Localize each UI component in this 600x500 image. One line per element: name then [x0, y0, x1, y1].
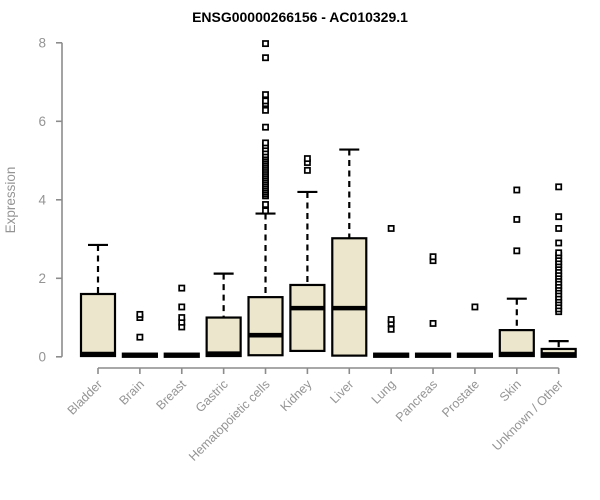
x-tick-label: Brain	[116, 377, 147, 408]
box-kidney	[289, 283, 326, 353]
chart-title: ENSG00000266156 - AC010329.1	[192, 9, 408, 25]
outlier-unknown-other	[555, 213, 563, 221]
outlier-hematopoietic-cells	[262, 97, 269, 105]
y-axis-label: Expression	[3, 167, 18, 234]
x-tick-label: Gastric	[193, 377, 231, 415]
outlier-hematopoietic-cells	[262, 40, 269, 48]
outlier-hematopoietic-cells	[262, 123, 269, 131]
outlier-breast	[178, 303, 186, 311]
outlier-unknown-other	[555, 225, 563, 232]
outlier-unknown-other	[555, 183, 563, 191]
outlier-hematopoietic-cells	[262, 139, 269, 147]
outlier-brain	[136, 310, 144, 318]
plot-area: 0 2 4 6 8 Bladder Brain Breast GastricHematopoie…	[38, 35, 577, 464]
box-gastric	[205, 316, 242, 358]
outlier-skin	[513, 186, 521, 194]
outlier-brain	[136, 333, 144, 341]
y-tick-label: 4	[38, 192, 46, 207]
outlier-hematopoietic-cells	[262, 91, 269, 99]
outlier-skin	[513, 247, 521, 255]
outlier-unknown-other	[555, 249, 563, 257]
outlier-lung	[387, 225, 395, 232]
outlier-lung	[387, 325, 395, 333]
outlier-hematopoietic-cells	[262, 54, 269, 62]
outlier-pancreas	[429, 253, 437, 261]
outlier-hematopoietic-cells	[262, 201, 269, 208]
outlier-kidney	[303, 166, 311, 174]
outlier-lung	[387, 316, 395, 323]
outlier-hematopoietic-cells	[262, 106, 269, 114]
x-tick-label: Prostate	[439, 377, 482, 420]
x-tick-label: Breast	[153, 377, 189, 413]
y-tick-label: 6	[38, 114, 46, 129]
y-tick-label: 2	[38, 271, 46, 286]
box-hematopoietic-cells	[247, 296, 284, 357]
box-skin	[498, 329, 535, 358]
outlier-hematopoietic-cells	[262, 207, 269, 215]
y-tick-label: 8	[38, 35, 46, 50]
box-bladder	[79, 292, 117, 358]
outlier-breast	[178, 284, 186, 292]
x-tick-label: Liver	[327, 377, 356, 406]
outlier-prostate	[471, 303, 479, 311]
y-tick-label: 0	[38, 349, 46, 364]
box-liver	[331, 237, 368, 357]
x-tick-label: Lung	[369, 377, 399, 407]
outlier-unknown-other	[555, 239, 563, 247]
x-tick-label: Kidney	[278, 377, 315, 414]
x-tick-label: Unknown / Other	[490, 377, 566, 453]
x-tick-label: Bladder	[65, 377, 105, 417]
x-tick-label: Hematopoietic cells	[186, 377, 273, 464]
x-tick-label: Skin	[497, 377, 524, 404]
outlier-breast	[178, 314, 186, 322]
outlier-kidney	[303, 155, 311, 163]
x-tick-label: Pancreas	[393, 377, 440, 424]
outlier-pancreas	[429, 319, 437, 327]
outlier-skin	[513, 215, 521, 223]
